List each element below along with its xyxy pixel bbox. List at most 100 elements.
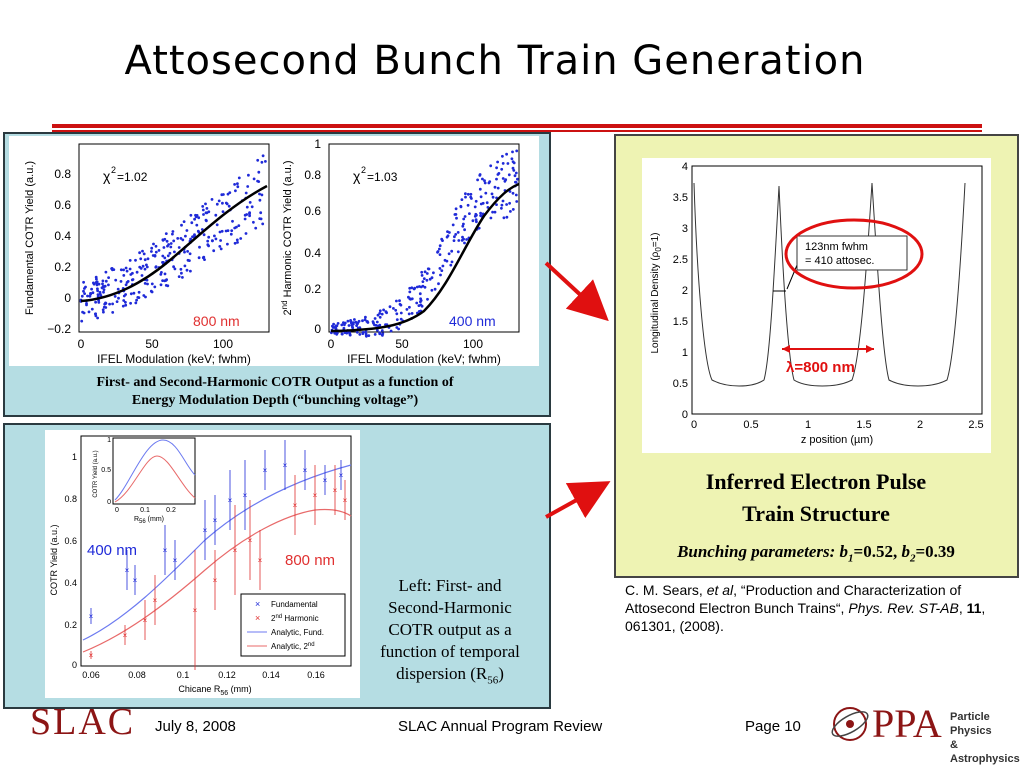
scatter-point <box>122 299 126 302</box>
scatter-point <box>461 235 464 239</box>
scatter-point <box>500 167 504 171</box>
dispersion-xlabel: Chicane R56 (mm) <box>178 684 251 697</box>
scatter-point <box>119 268 123 272</box>
scatter-point <box>488 180 492 183</box>
xtick: 100 <box>463 337 483 351</box>
scatter-point <box>210 198 214 201</box>
scatter-point <box>364 330 368 334</box>
scatter-point <box>117 296 120 300</box>
scatter-point <box>507 173 511 177</box>
scatter-point <box>186 250 190 253</box>
scatter-point <box>447 252 451 256</box>
scatter-point <box>343 331 347 334</box>
scatter-point <box>137 296 141 299</box>
scatter-point <box>260 193 264 197</box>
scatter-point <box>219 247 223 251</box>
scatter-point <box>462 222 465 226</box>
data-marker: × <box>313 491 318 500</box>
scatter-point <box>132 291 136 295</box>
data-marker: × <box>153 596 158 605</box>
caption-line: function of temporal <box>380 642 520 661</box>
scatter-point <box>169 245 173 249</box>
scatter-point <box>459 204 463 208</box>
data-marker: × <box>228 496 233 505</box>
scatter-point <box>101 279 105 283</box>
scatter-point <box>389 329 393 333</box>
scatter-point <box>382 308 385 312</box>
scatter-point <box>505 152 508 156</box>
scatter-point <box>496 186 500 190</box>
ytick: 0.8 <box>64 494 77 504</box>
panel-cotr-vs-dispersion: 1 0.8 0.6 0.4 0.2 0 0.06 0.08 0.1 0.12 0… <box>3 423 551 709</box>
scatter-point <box>161 261 164 264</box>
scatter-point <box>513 174 517 178</box>
scatter-point <box>166 284 170 288</box>
scatter-point <box>220 229 224 233</box>
scatter-point <box>134 258 137 262</box>
scatter-point <box>164 232 168 235</box>
chi-symbol: χ <box>103 168 111 184</box>
scatter-point <box>218 245 222 248</box>
ytick: 0.2 <box>64 620 77 630</box>
scatter-point <box>469 192 473 196</box>
data-marker: × <box>283 461 288 470</box>
scatter-point <box>107 283 110 287</box>
scatter-point <box>410 312 414 315</box>
scatter-point <box>426 267 430 271</box>
scatter-point <box>478 173 482 176</box>
scatter-point <box>258 192 261 196</box>
scatter-point <box>423 270 427 274</box>
ytick: 0.6 <box>304 204 321 218</box>
scatter-point <box>430 288 434 292</box>
scatter-point <box>233 241 237 245</box>
scatter-point <box>83 292 86 295</box>
scatter-point <box>124 293 127 296</box>
scatter-point <box>514 171 518 175</box>
ytick: −0.2 <box>47 322 71 336</box>
scatter-point <box>514 193 518 197</box>
ytick: 0 <box>682 409 688 421</box>
xtick: 0.12 <box>218 670 236 680</box>
scatter-point <box>97 282 101 286</box>
caption-line: Energy Modulation Depth (“bunching volta… <box>131 393 419 408</box>
ytick: 0 <box>64 291 71 305</box>
ytick: 1 <box>682 347 688 359</box>
scatter-point <box>509 210 512 213</box>
ytick: 0.8 <box>54 167 71 181</box>
plot-area-density: 4 3.5 3 2.5 2 1.5 1 0.5 0 0 0.5 1 1.5 2 … <box>642 158 991 453</box>
left-scatter-points <box>79 154 267 323</box>
page-title: Attosecond Bunch Train Generation <box>124 38 866 84</box>
scatter-point <box>165 239 169 243</box>
xtick: 0.16 <box>307 670 325 680</box>
scatter-point <box>361 319 364 323</box>
scatter-point <box>243 213 247 217</box>
scatter-point <box>355 324 358 327</box>
data-marker: × <box>339 471 344 480</box>
dispersion-ylabel: COTR Yield (a.u.) <box>49 524 59 595</box>
scatter-point <box>375 320 379 324</box>
scatter-point <box>247 173 250 177</box>
scatter-point <box>483 179 486 183</box>
scatter-point <box>185 268 189 272</box>
scatter-point <box>438 267 442 270</box>
legend-marker: × <box>255 599 260 609</box>
scatter-point <box>150 250 153 253</box>
data-marker: × <box>333 486 338 495</box>
scatter-point <box>153 285 157 289</box>
dispersion-plot-svg: 1 0.8 0.6 0.4 0.2 0 0.06 0.08 0.1 0.12 0… <box>49 435 352 697</box>
scatter-point <box>501 199 505 203</box>
scatter-point <box>490 192 494 196</box>
ytick: 3.5 <box>673 192 688 204</box>
scatter-point <box>152 242 155 246</box>
scatter-point <box>378 309 382 313</box>
label-400nm: 400 nm <box>87 542 137 559</box>
ppa-logo: PPA Particle Physics & Astrophysics <box>826 698 1020 765</box>
inset-ytick: 0 <box>107 499 111 506</box>
scatter-point <box>185 229 189 232</box>
scatter-point <box>202 233 206 237</box>
scatter-point <box>244 191 248 195</box>
scatter-point <box>159 283 163 287</box>
scatter-point <box>217 199 221 203</box>
left-xlabel: IFEL Modulation (keV; fwhm) <box>97 352 251 366</box>
scatter-point <box>408 286 412 290</box>
